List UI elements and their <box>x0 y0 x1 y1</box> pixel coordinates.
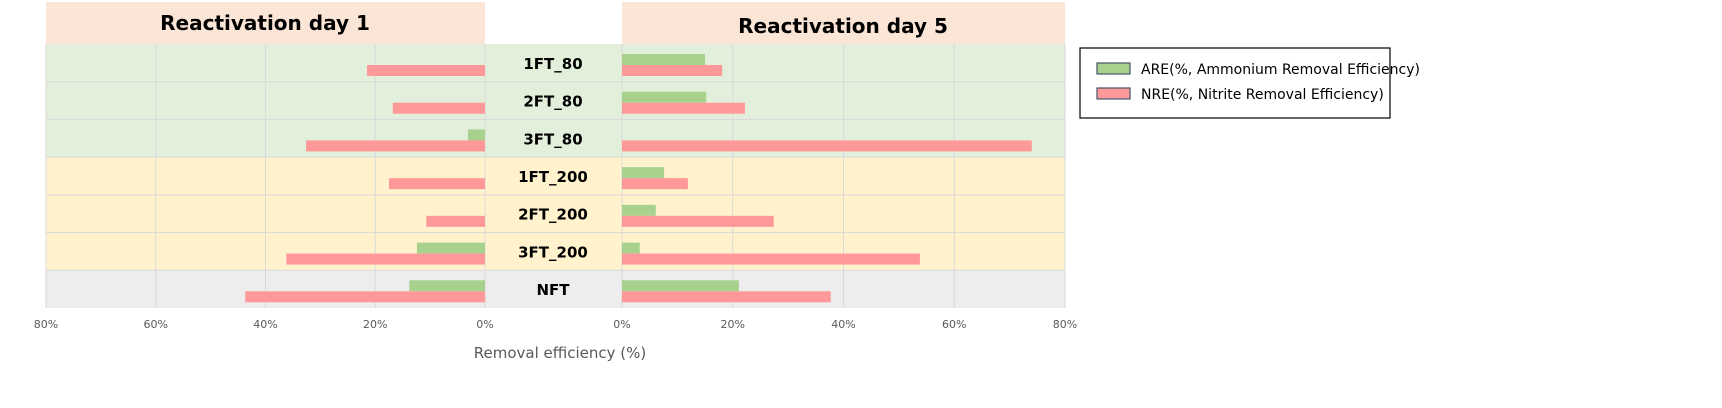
are-bar <box>622 54 706 65</box>
category-label: 1FT_200 <box>518 168 588 186</box>
are-bar <box>409 280 485 292</box>
panel-title-day1: Reactivation day 1 <box>160 11 370 35</box>
nre-bar <box>622 102 745 114</box>
category-label: 3FT_200 <box>518 243 588 261</box>
x-tick-label: 40% <box>253 318 277 331</box>
x-tick-label: 60% <box>942 318 966 331</box>
nre-bar <box>426 215 485 227</box>
are-bar <box>622 242 640 254</box>
panel-title-day5: Reactivation day 5 <box>738 14 948 38</box>
nre-bar <box>622 65 723 76</box>
category-label: NFT <box>536 281 570 299</box>
category-label: 2FT_80 <box>523 93 582 111</box>
nre-bar <box>622 291 831 303</box>
are-bar <box>622 204 656 216</box>
are-bar <box>467 129 485 141</box>
x-tick-label: 80% <box>1053 318 1077 331</box>
x-axis-label: Removal efficiency (%) <box>474 344 647 362</box>
row-background <box>46 194 1065 233</box>
legend-swatch-are <box>1096 62 1131 75</box>
row-background <box>46 270 1065 308</box>
nre-bar <box>622 215 774 227</box>
nre-bar <box>388 178 485 190</box>
panel-header-day5 <box>622 2 1065 44</box>
nre-bar <box>245 291 485 303</box>
nre-bar <box>306 140 485 152</box>
legend-label-nre: NRE(%, Nitrite Removal Efficiency) <box>1141 87 1384 103</box>
are-bar <box>622 167 665 179</box>
row-background <box>46 81 1065 120</box>
category-label: 3FT_80 <box>523 130 582 148</box>
nre-bar <box>622 140 1032 152</box>
nre-bar <box>622 178 688 190</box>
row-background <box>46 44 1065 82</box>
are-bar <box>416 242 485 254</box>
row-background <box>46 157 1065 195</box>
panel-header-day1 <box>46 2 485 44</box>
x-tick-label: 40% <box>831 318 855 331</box>
category-label: 1FT_80 <box>523 55 582 73</box>
legend: ARE(%, Ammonium Removal Efficiency) NRE(… <box>1079 47 1420 119</box>
legend-swatch-nre <box>1096 87 1131 100</box>
nre-bar <box>392 102 485 114</box>
legend-label-are: ARE(%, Ammonium Removal Efficiency) <box>1141 62 1420 78</box>
are-bar <box>622 91 707 103</box>
x-tick-label: 0% <box>476 318 493 331</box>
nre-bar <box>286 253 485 265</box>
category-label: 2FT_200 <box>518 206 588 224</box>
x-tick-label: 80% <box>34 318 58 331</box>
x-tick-label: 0% <box>613 318 630 331</box>
nre-bar <box>622 253 920 265</box>
x-tick-label: 20% <box>721 318 745 331</box>
x-tick-label: 20% <box>363 318 387 331</box>
x-tick-label: 60% <box>144 318 168 331</box>
are-bar <box>622 280 739 292</box>
nre-bar <box>367 65 485 76</box>
